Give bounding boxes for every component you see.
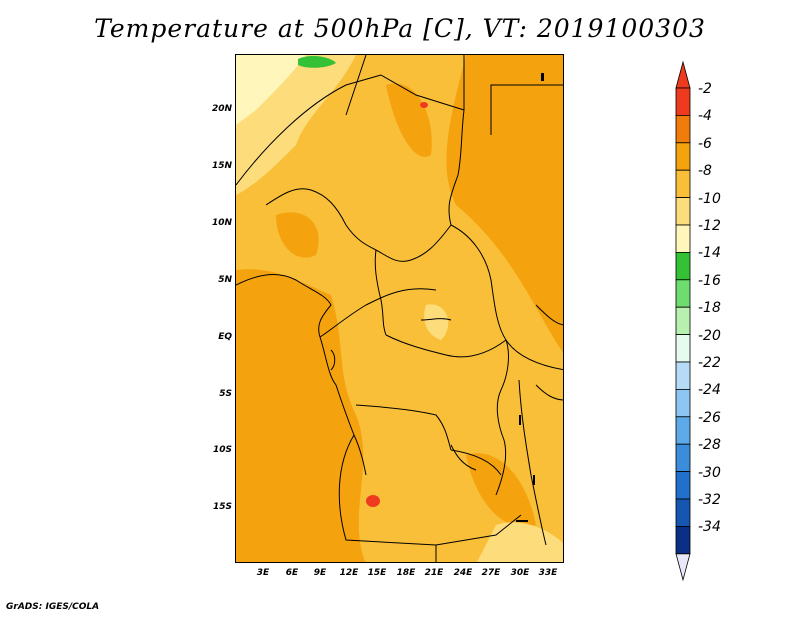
lon-label: 3E <box>256 568 270 578</box>
colorbar-label: -18 <box>698 300 721 317</box>
field-green-patch <box>298 56 336 68</box>
lon-label: 21E <box>424 568 444 578</box>
colorbar-label: -4 <box>698 108 712 125</box>
field-cooler-region-northwest <box>236 55 306 125</box>
colorbar-label: -6 <box>698 135 712 152</box>
colorbar-label: -32 <box>698 492 721 508</box>
colorbar-swatch <box>675 169 691 198</box>
colorbar-label: -28 <box>698 437 721 454</box>
field-hot-patch-south <box>366 495 380 507</box>
footer-credit: GrADS: IGES/COLA <box>6 602 100 612</box>
colorbar-label: -12 <box>698 218 721 234</box>
colorbar-swatch <box>675 115 691 144</box>
colorbar-swatch <box>675 224 691 253</box>
colorbar-swatch <box>675 416 691 445</box>
colorbar-swatch <box>675 279 691 308</box>
coast-details <box>516 73 544 522</box>
colorbar-swatch <box>675 443 691 473</box>
colorbar-over-triangle <box>675 60 691 89</box>
colorbar-label: -34 <box>698 519 721 536</box>
colorbar-swatch <box>675 197 691 226</box>
lat-label: 5N <box>218 275 232 285</box>
colorbar-swatch <box>675 306 691 336</box>
colorbar-swatch <box>675 361 691 390</box>
field-hot-patch-north <box>420 102 428 108</box>
lon-label: 27E <box>481 568 501 578</box>
field-warm-region-southwest <box>236 385 306 525</box>
colorbar-label: -20 <box>698 327 721 344</box>
lon-label: 15E <box>367 568 387 578</box>
colorbar-swatch <box>675 498 691 527</box>
colorbar-label: -30 <box>698 464 721 481</box>
lon-label: 9E <box>313 568 327 578</box>
colorbar-swatch <box>675 471 691 500</box>
colorbar-label: -14 <box>698 245 721 262</box>
country-borders <box>236 55 563 562</box>
lat-label: EQ <box>218 332 232 342</box>
colorbar-swatch <box>675 87 691 116</box>
lon-label: 24E <box>453 568 473 578</box>
colorbar-swatch <box>675 142 691 171</box>
field-warm-region-northeast <box>446 55 563 353</box>
lon-label: 30E <box>510 568 530 578</box>
lat-label: 10N <box>211 218 232 228</box>
colorbar-label: -24 <box>698 382 721 399</box>
lat-label: 10S <box>212 445 232 455</box>
lon-label: 6E <box>285 568 299 578</box>
colorbar-swatch <box>675 334 691 363</box>
colorbar-label: -10 <box>698 190 721 207</box>
colorbar-label: -2 <box>698 81 712 97</box>
colorbar-label: -8 <box>698 163 712 180</box>
colorbar-under-triangle <box>675 553 691 582</box>
lon-label: 12E <box>339 568 359 578</box>
map-title: Temperature at 500hPa [C], VT: 201910030… <box>94 14 706 43</box>
colorbar-swatch <box>675 251 691 281</box>
lon-label: 18E <box>396 568 416 578</box>
lat-label: 20N <box>211 104 232 114</box>
colorbar-label: -26 <box>698 409 721 426</box>
field-warm-region-north <box>386 83 432 157</box>
field-cool-patch-center <box>424 304 449 340</box>
field-warm-region-southeast <box>466 453 536 527</box>
field-cool-region-southeast <box>477 522 563 562</box>
temperature-field-map <box>236 55 563 562</box>
lat-label: 15S <box>212 502 232 512</box>
lat-label: 5S <box>219 389 232 399</box>
colorbar-swatch <box>675 526 691 555</box>
field-warm-region-center-north <box>276 212 319 258</box>
colorbar-swatch <box>675 388 691 418</box>
colorbar-label: -16 <box>698 272 721 289</box>
lat-label: 15N <box>211 161 232 171</box>
lon-label: 33E <box>538 568 558 578</box>
map-frame <box>235 54 564 563</box>
colorbar-label: -22 <box>698 355 721 371</box>
